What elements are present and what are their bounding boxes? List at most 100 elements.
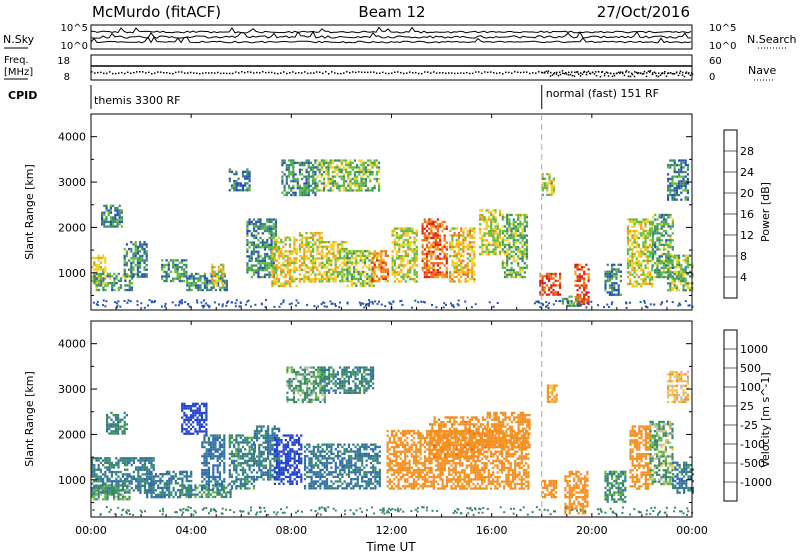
heatmap-cell <box>196 493 199 496</box>
heatmap-cell <box>316 175 319 178</box>
heatmap-cell <box>307 173 310 176</box>
heatmap-cell <box>631 234 634 237</box>
heatmap-cell <box>168 491 171 494</box>
heatmap-cell <box>506 264 509 267</box>
nave-dot <box>322 72 324 75</box>
nave-tick-bottom: 0 <box>709 72 715 83</box>
heatmap-cell <box>651 225 654 228</box>
heatmap-cell <box>106 491 109 494</box>
heatmap-cell <box>277 248 281 251</box>
nave-dot <box>581 73 584 75</box>
heatmap-cell <box>293 241 296 244</box>
heatmap-cell <box>552 191 555 194</box>
heatmap-cell <box>295 268 298 271</box>
heatmap-cell <box>671 198 674 201</box>
heatmap-cell <box>521 213 524 217</box>
heatmap-cell <box>96 300 99 303</box>
heatmap-cell <box>172 277 175 280</box>
heatmap-cell <box>248 175 251 178</box>
heatmap-cell <box>172 475 175 478</box>
heatmap-cell <box>391 234 394 237</box>
heatmap-cell <box>179 493 182 496</box>
heatmap-cell <box>174 491 177 494</box>
heatmap-cell <box>343 259 346 262</box>
heatmap-cell <box>364 257 367 260</box>
heatmap-cell <box>355 250 358 253</box>
heatmap-cell <box>320 232 323 235</box>
heatmap-cell <box>626 250 630 253</box>
heatmap-cell <box>364 275 367 278</box>
heatmap-cell <box>541 182 544 185</box>
nave-dot <box>490 71 492 73</box>
heatmap-cell <box>159 477 162 480</box>
heatmap-cell <box>161 475 164 478</box>
heatmap-cell <box>673 187 676 190</box>
heatmap-cell <box>483 218 486 221</box>
heatmap-cell <box>99 475 102 478</box>
heatmap-cell <box>291 268 294 271</box>
heatmap-cell <box>102 279 105 282</box>
heatmap-cell <box>143 491 146 494</box>
heatmap-cell <box>411 250 414 253</box>
heatmap-cell <box>321 277 324 281</box>
heatmap-cell <box>413 232 416 235</box>
heatmap-cell <box>92 301 95 304</box>
heatmap-cell <box>161 473 164 476</box>
heatmap-cell <box>268 275 271 279</box>
heatmap-cell <box>95 493 98 496</box>
heatmap-cell <box>257 227 260 230</box>
heatmap-cell <box>321 247 324 251</box>
heatmap-cell <box>152 466 155 469</box>
heatmap-cell <box>585 263 588 266</box>
heatmap-cell <box>371 266 374 269</box>
heatmap-cell <box>364 170 367 174</box>
heatmap-cell <box>320 161 323 164</box>
heatmap-cell <box>126 473 129 476</box>
heatmap-cell <box>441 248 444 251</box>
heatmap-cell <box>368 259 371 262</box>
heatmap-cell <box>97 495 100 499</box>
heatmap-cell <box>320 189 323 192</box>
heatmap-cell <box>358 189 361 192</box>
heatmap-cell <box>583 300 586 303</box>
heatmap-cell <box>152 459 155 462</box>
nave-dot <box>253 72 255 74</box>
heatmap-cell <box>370 275 373 278</box>
heatmap-cell <box>535 300 538 303</box>
heatmap-cell <box>556 291 559 294</box>
heatmap-cell <box>361 270 364 274</box>
heatmap-cell <box>585 298 588 301</box>
heatmap-cell <box>380 275 383 278</box>
heatmap-cell <box>331 180 334 183</box>
heatmap-cell <box>314 161 317 164</box>
heatmap-cell <box>227 484 230 487</box>
heatmap-cell <box>200 411 204 415</box>
heatmap-cell <box>587 277 590 280</box>
heatmap-cell <box>293 257 296 260</box>
nave-dot <box>505 71 507 74</box>
heatmap-cell <box>546 182 549 185</box>
heatmap-cell <box>659 303 662 306</box>
heatmap-cell <box>422 300 425 303</box>
heatmap-cell <box>656 257 659 260</box>
heatmap-cell <box>205 486 208 489</box>
heatmap-cell <box>293 261 296 265</box>
heatmap-cell <box>342 184 345 187</box>
heatmap-cell <box>259 218 262 221</box>
heatmap-cell <box>165 473 169 476</box>
heatmap-cell <box>453 264 456 267</box>
heatmap-cell <box>117 418 120 421</box>
heatmap-cell <box>113 498 116 501</box>
heatmap-cell <box>270 220 273 223</box>
heatmap-cell <box>237 189 240 192</box>
heatmap-cell <box>292 187 295 190</box>
heatmap-cell <box>362 184 365 187</box>
heatmap-cell <box>378 166 381 169</box>
heatmap-cell <box>400 280 403 283</box>
heatmap-cell <box>293 245 296 248</box>
heatmap-cell <box>106 430 109 433</box>
heatmap-cell <box>481 218 484 221</box>
heatmap-cell <box>673 270 676 273</box>
heatmap-cell <box>347 173 350 176</box>
heatmap-cell <box>252 252 256 256</box>
